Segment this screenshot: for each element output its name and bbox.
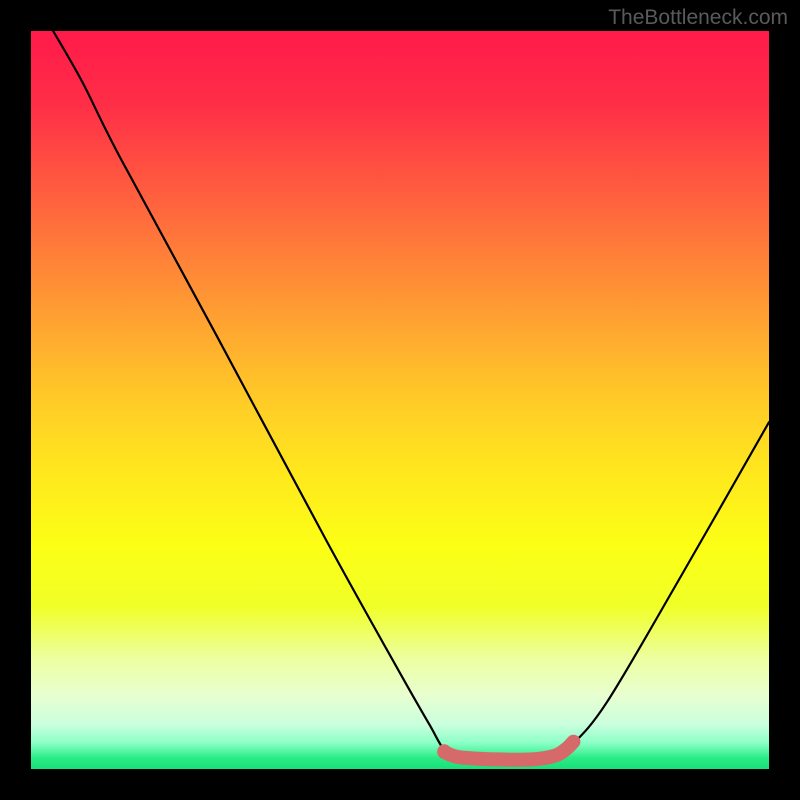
optimal-range-dot bbox=[437, 744, 451, 758]
watermark-text: TheBottleneck.com bbox=[608, 6, 788, 30]
bottleneck-chart bbox=[31, 31, 769, 769]
chart-plot-area bbox=[31, 31, 769, 769]
gradient-background bbox=[31, 31, 769, 769]
